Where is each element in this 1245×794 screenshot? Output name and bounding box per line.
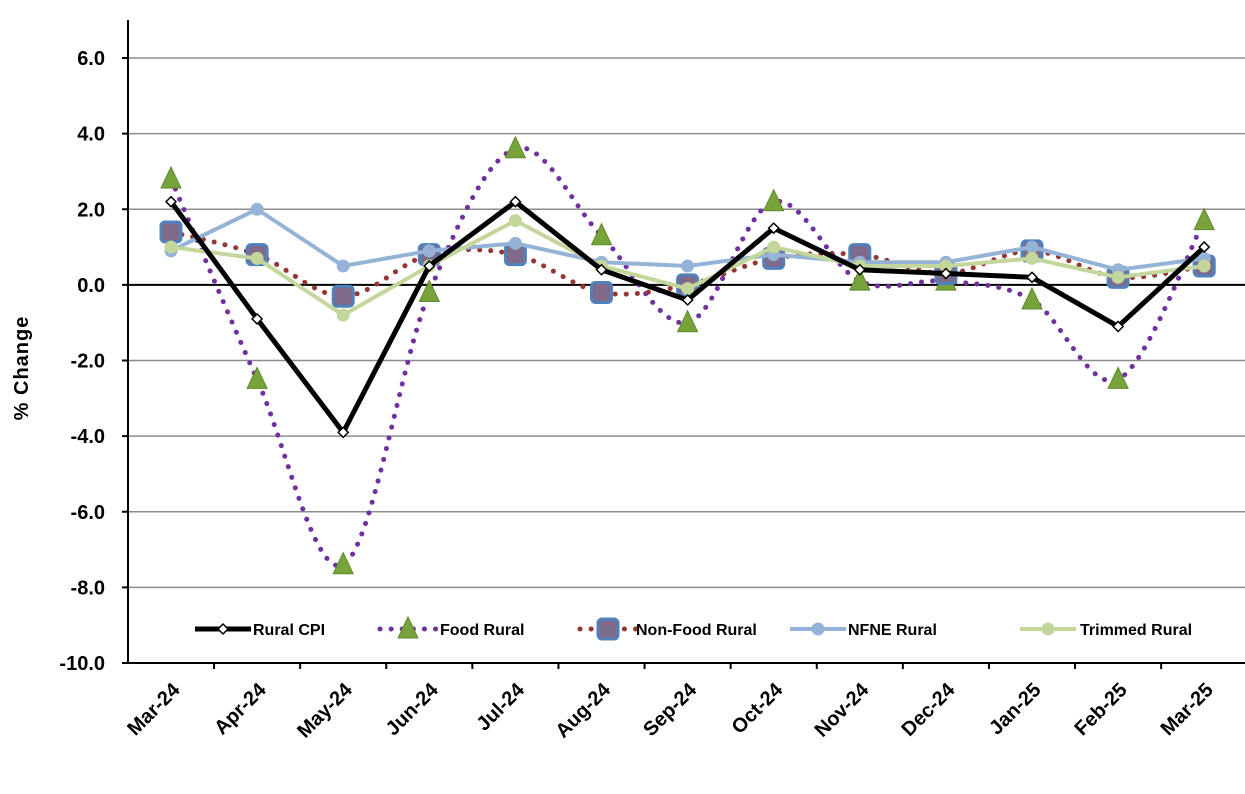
data-point (1111, 270, 1125, 284)
x-tick-label: Mar-24 (123, 678, 185, 740)
y-tick-label: -4.0 (71, 426, 105, 448)
x-tick-label: Feb-25 (1070, 679, 1131, 740)
data-point (331, 284, 355, 308)
data-point (1112, 320, 1125, 333)
data-point (423, 259, 436, 273)
x-tick-label: Aug-24 (552, 678, 616, 742)
data-point (251, 312, 264, 325)
data-point (767, 240, 781, 254)
x-tick-label: Jun-24 (382, 678, 444, 740)
y-tick-label: -2.0 (71, 351, 105, 373)
x-tick-label: Sep-24 (639, 678, 702, 741)
x-tick-label: May-24 (293, 678, 357, 742)
data-point (1025, 271, 1039, 284)
data-point (160, 165, 182, 189)
data-point (397, 615, 419, 639)
y-tick-label: -10.0 (59, 653, 105, 675)
data-point (1021, 286, 1043, 310)
legend: Rural CPI Food Rural Non-Food Rural NFNE Ru… (195, 615, 1192, 641)
series-rural-cpi (164, 195, 1211, 439)
legend-item: Food Rural (377, 615, 524, 639)
y-tick-label: 2.0 (77, 199, 105, 221)
data-point (590, 222, 613, 246)
data-point (332, 551, 354, 575)
y-tick-label: -8.0 (71, 577, 105, 599)
legend-item: Rural CPI (195, 622, 325, 639)
data-point (250, 202, 264, 216)
data-point (216, 622, 230, 636)
y-axis-label: % Change (11, 316, 33, 421)
x-tick-label: Oct-24 (728, 678, 788, 738)
x-tick-label: Nov-24 (811, 678, 874, 741)
data-point (811, 622, 825, 636)
data-point (164, 195, 178, 208)
y-tick-label: 0.0 (77, 275, 105, 297)
legend-label: Non-Food Rural (636, 622, 757, 639)
series-line (168, 145, 1207, 569)
legend-item: Non-Food Rural (577, 617, 757, 641)
data-point (1193, 207, 1215, 231)
data-point (1025, 251, 1039, 265)
data-point (676, 309, 699, 333)
x-tick-label: Dec-24 (897, 678, 960, 741)
data-point (1025, 240, 1039, 254)
x-tick-label: Jul-24 (472, 678, 529, 735)
y-tick-label: 6.0 (77, 48, 105, 70)
data-point (336, 259, 350, 273)
data-point (504, 135, 527, 159)
data-point (250, 251, 264, 265)
data-point (1041, 622, 1055, 636)
series-food-rural (160, 135, 1215, 575)
data-point (681, 293, 694, 307)
gridlines (128, 57, 1245, 589)
legend-item: NFNE Rural (790, 622, 937, 639)
data-point (853, 263, 866, 276)
data-point (681, 259, 695, 273)
data-point (418, 279, 441, 302)
data-point (246, 366, 268, 389)
data-point (762, 188, 785, 212)
series-lines (159, 135, 1216, 575)
data-point (1107, 366, 1129, 389)
legend-label: Rural CPI (253, 622, 325, 639)
data-point (1198, 241, 1211, 254)
data-point (849, 267, 871, 291)
data-point (596, 617, 620, 641)
x-tick-label: Apr-24 (210, 678, 271, 739)
y-tick-label: 4.0 (77, 124, 105, 146)
legend-item: Trimmed Rural (1020, 622, 1192, 639)
legend-label: Food Rural (440, 622, 524, 639)
data-point (508, 214, 522, 228)
data-point (336, 308, 350, 322)
data-point (159, 220, 183, 244)
data-point (422, 244, 436, 258)
legend-label: NFNE Rural (848, 622, 937, 639)
data-point (508, 236, 522, 250)
x-tick-label: Jan-25 (985, 679, 1045, 739)
data-point (681, 282, 695, 296)
data-point (767, 222, 780, 235)
data-point (164, 240, 178, 254)
data-point (1197, 259, 1211, 273)
data-point (590, 280, 613, 304)
data-point (939, 267, 952, 280)
legend-label: Trimmed Rural (1080, 622, 1192, 639)
data-point (509, 195, 522, 208)
data-point (337, 426, 350, 439)
y-tick-label: -6.0 (71, 502, 105, 524)
x-tick-label: Mar-25 (1157, 679, 1218, 740)
data-point (595, 263, 608, 276)
